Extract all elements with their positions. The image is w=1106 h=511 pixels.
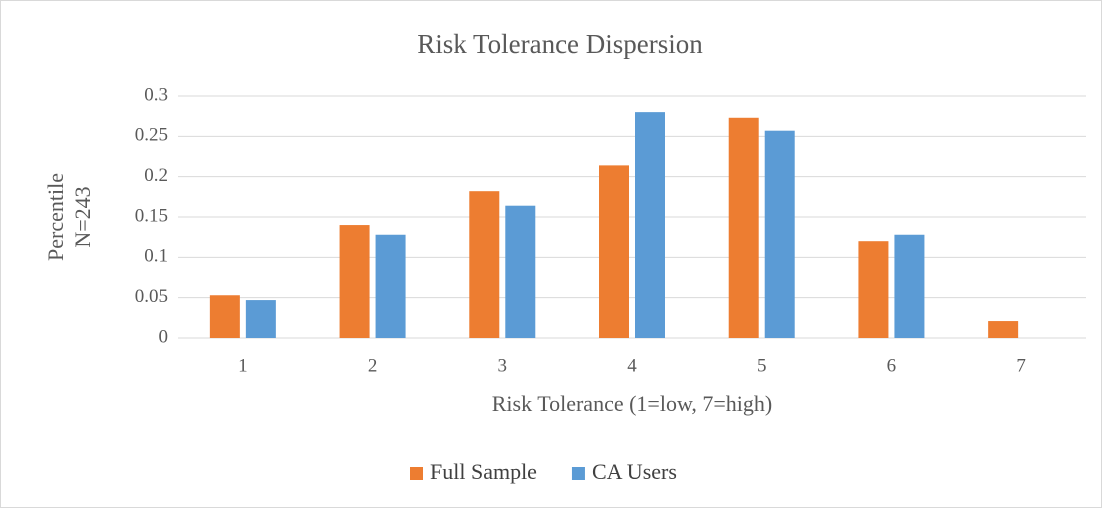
x-tick-label: 7	[1016, 355, 1026, 376]
y-tick-label: 0.1	[144, 246, 168, 267]
bar	[728, 117, 759, 338]
y-tick-label: 0.3	[144, 84, 168, 105]
y-axis-title: Percentile	[43, 173, 68, 261]
bar	[894, 234, 925, 338]
y-axis-title: N=243	[70, 186, 95, 247]
x-tick-label: 1	[238, 355, 248, 376]
bar	[505, 205, 536, 338]
y-tick-label: 0.25	[135, 125, 168, 146]
chart-title: Risk Tolerance Dispersion	[417, 29, 703, 59]
x-tick-label: 4	[627, 355, 637, 376]
legend-label: Full Sample	[430, 459, 537, 484]
bar	[245, 300, 276, 338]
bar	[469, 191, 500, 338]
x-tick-label: 2	[368, 355, 378, 376]
bar	[599, 165, 629, 338]
bar	[988, 321, 1019, 338]
legend-label: CA Users	[592, 459, 677, 484]
y-tick-label: 0	[159, 326, 169, 347]
bar	[764, 130, 795, 338]
x-axis-title: Risk Tolerance (1=low, 7=high)	[492, 391, 773, 416]
legend-swatch	[410, 467, 423, 480]
x-tick-label: 6	[887, 355, 897, 376]
y-tick-label: 0.05	[135, 286, 168, 307]
bar	[375, 234, 406, 338]
y-tick-label: 0.15	[135, 205, 168, 226]
x-tick-label: 5	[757, 355, 767, 376]
bar	[209, 295, 240, 338]
bar	[858, 241, 889, 338]
legend-swatch	[571, 467, 585, 480]
bar	[635, 112, 665, 338]
y-tick-label: 0.2	[144, 165, 168, 186]
x-tick-label: 3	[498, 355, 508, 376]
bar	[339, 225, 370, 338]
